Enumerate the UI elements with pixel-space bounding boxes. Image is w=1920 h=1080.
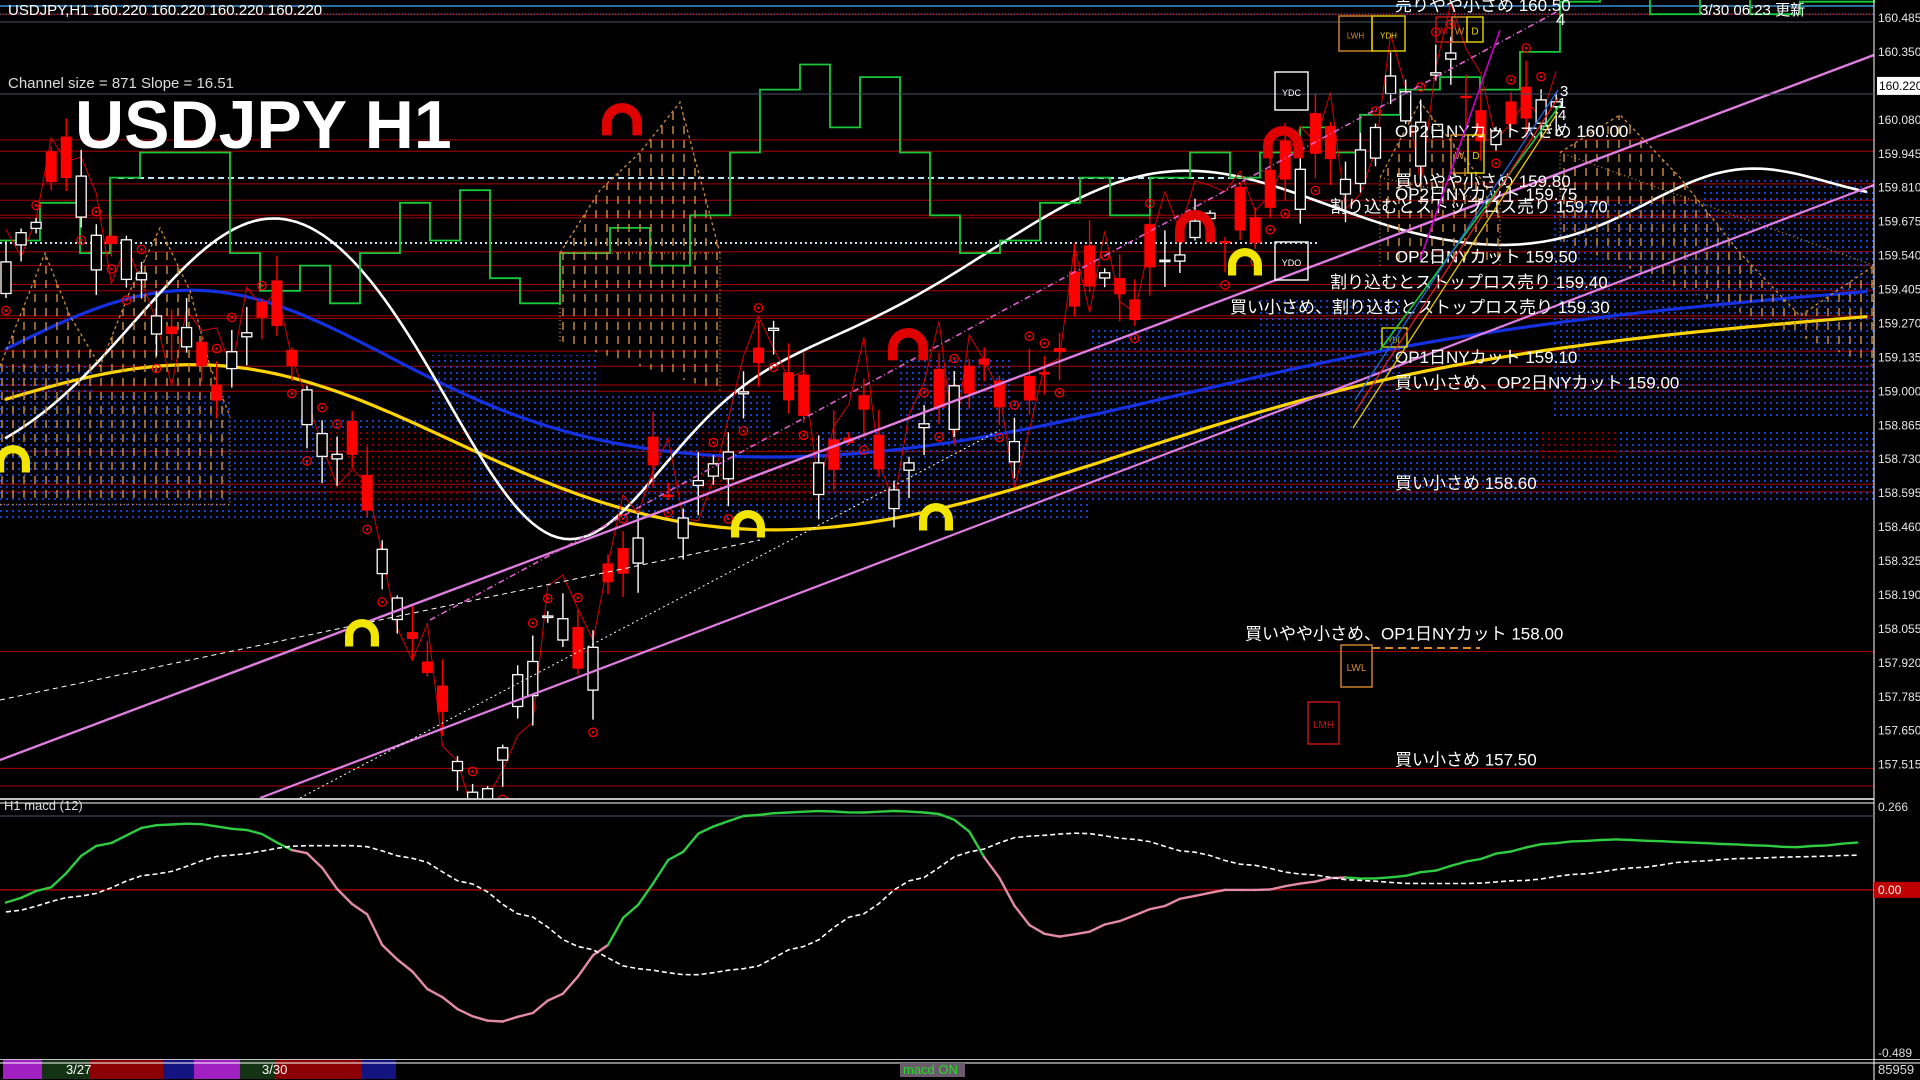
svg-text:158.595: 158.595 — [1878, 486, 1920, 500]
svg-text:160.220: 160.220 — [1879, 79, 1920, 93]
svg-text:0.266: 0.266 — [1878, 800, 1908, 814]
svg-text:158.865: 158.865 — [1878, 418, 1920, 432]
svg-text:158.730: 158.730 — [1878, 452, 1920, 466]
svg-text:YDC: YDC — [1282, 88, 1302, 98]
svg-text:USDJPY,H1 160.220 160.220 160: USDJPY,H1 160.220 160.220 160.220 160.22… — [8, 2, 322, 19]
svg-text:買い小さめ、OP2日NYカット 159.00: 買い小さめ、OP2日NYカット 159.00 — [1395, 373, 1679, 392]
svg-text:3/27: 3/27 — [66, 1062, 91, 1077]
svg-text:85959: 85959 — [1878, 1062, 1914, 1077]
svg-text:159.945: 159.945 — [1878, 147, 1920, 161]
svg-text:W: W — [1455, 27, 1465, 38]
svg-text:OP2日NYカット大きめ 160.00: OP2日NYカット大きめ 160.00 — [1395, 122, 1628, 141]
svg-text:160.080: 160.080 — [1878, 113, 1920, 127]
svg-text:LWH: LWH — [1347, 32, 1364, 41]
svg-text:買いやや小さめ、OP1日NYカット 158.00: 買いやや小さめ、OP1日NYカット 158.00 — [1245, 625, 1563, 644]
svg-text:買い小さめ 157.50: 買い小さめ 157.50 — [1395, 750, 1537, 769]
svg-text:160.350: 160.350 — [1878, 45, 1920, 59]
svg-text:160.485: 160.485 — [1878, 11, 1920, 25]
svg-text:159.270: 159.270 — [1878, 316, 1920, 330]
svg-text:D: D — [1472, 151, 1479, 162]
svg-text:0.00: 0.00 — [1878, 883, 1902, 897]
svg-text:売りやや小さめ 160.50: 売りやや小さめ 160.50 — [1395, 0, 1571, 15]
svg-text:買い小さめ 158.60: 買い小さめ 158.60 — [1395, 474, 1537, 493]
svg-text:YDH: YDH — [1380, 32, 1397, 41]
svg-text:YDO: YDO — [1282, 258, 1302, 268]
svg-text:159.540: 159.540 — [1878, 249, 1920, 263]
svg-text:157.920: 157.920 — [1878, 656, 1920, 670]
svg-text:-0.489: -0.489 — [1878, 1046, 1912, 1060]
svg-text:159.000: 159.000 — [1878, 384, 1920, 398]
svg-text:macd ON: macd ON — [903, 1062, 958, 1077]
svg-text:H1 macd (12): H1 macd (12) — [4, 798, 83, 813]
svg-text:USDJPY H1: USDJPY H1 — [75, 87, 452, 163]
svg-text:157.650: 157.650 — [1878, 724, 1920, 738]
svg-text:158.325: 158.325 — [1878, 554, 1920, 568]
svg-text:M: M — [1440, 27, 1448, 38]
svg-text:Channel size = 871 Slope = 16.: Channel size = 871 Slope = 16.51 — [8, 75, 234, 92]
svg-text:LMH: LMH — [1313, 720, 1334, 731]
svg-text:OP2日NYカット 159.50: OP2日NYカット 159.50 — [1395, 248, 1577, 267]
svg-text:3/30: 3/30 — [262, 1062, 287, 1077]
svg-text:158.055: 158.055 — [1878, 622, 1920, 636]
svg-text:割り込むとストップロス売り 159.40: 割り込むとストップロス売り 159.40 — [1330, 273, 1608, 292]
svg-text:D: D — [1471, 27, 1478, 38]
svg-text:3/30 06:23 更新: 3/30 06:23 更新 — [1700, 2, 1805, 19]
svg-text:159.810: 159.810 — [1878, 181, 1920, 195]
svg-text:157.785: 157.785 — [1878, 690, 1920, 704]
svg-text:158.190: 158.190 — [1878, 588, 1920, 602]
svg-text:4: 4 — [1558, 107, 1566, 124]
svg-text:4: 4 — [1556, 10, 1565, 29]
svg-text:LWL: LWL — [1347, 663, 1367, 674]
svg-text:OP1日NYカット 159.10: OP1日NYカット 159.10 — [1395, 348, 1577, 367]
svg-text:159.675: 159.675 — [1878, 215, 1920, 229]
svg-text:159.135: 159.135 — [1878, 350, 1920, 364]
svg-text:158.460: 158.460 — [1878, 520, 1920, 534]
svg-text:157.515: 157.515 — [1878, 758, 1920, 772]
svg-text:割り込むとストップロス売り 159.70: 割り込むとストップロス売り 159.70 — [1330, 197, 1608, 216]
svg-text:159.405: 159.405 — [1878, 283, 1920, 297]
